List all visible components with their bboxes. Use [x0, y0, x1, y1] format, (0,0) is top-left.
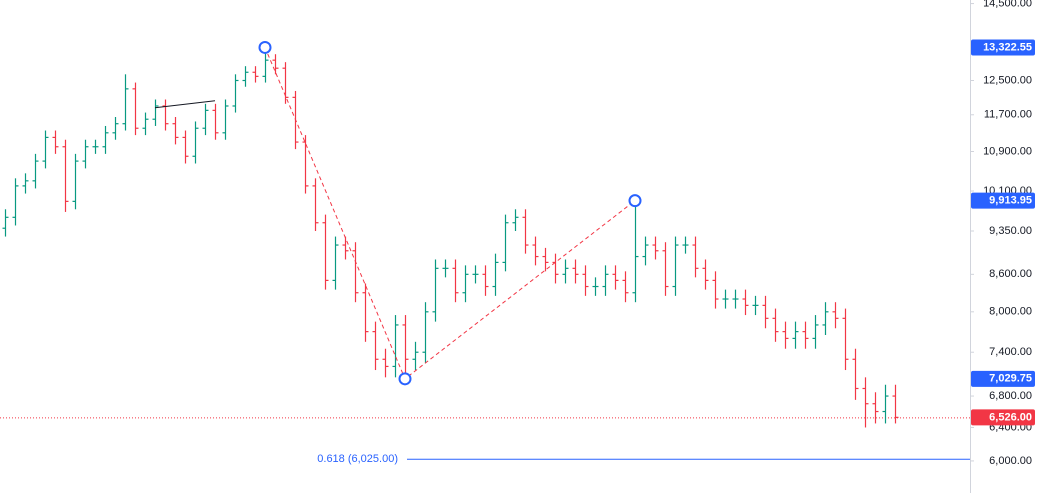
price-label: 6,526.00: [989, 411, 1032, 423]
pattern-point: [398, 372, 412, 386]
y-tick-label: 10,900.00: [983, 145, 1032, 157]
price-label: 7,029.75: [989, 373, 1032, 385]
trend-line: [154, 100, 216, 109]
y-tick-label: 6,000.00: [989, 455, 1032, 467]
price-label-box: [971, 370, 1035, 387]
pattern-point: [258, 40, 272, 54]
price-label: 13,322.55: [983, 41, 1032, 53]
price-label-box: [971, 192, 1035, 209]
y-tick-label: 14,500.00: [983, 0, 1032, 9]
pattern-line: [264, 47, 636, 380]
price-label-box: [971, 39, 1035, 56]
y-tick-label: 6,800.00: [989, 390, 1032, 402]
price-label: 9,913.95: [989, 195, 1032, 207]
pattern-point: [628, 194, 642, 208]
y-tick-label: 8,600.00: [989, 268, 1032, 280]
fib-level-label: 0.618 (6,025.00): [317, 453, 398, 465]
y-tick-label: 9,350.00: [989, 225, 1032, 237]
y-tick-label: 7,400.00: [989, 346, 1032, 358]
y-tick-label: 8,000.00: [989, 306, 1032, 318]
y-tick-label: 12,500.00: [983, 74, 1032, 86]
price-label-box: [971, 409, 1035, 426]
y-tick-label: 11,700.00: [984, 109, 1032, 121]
